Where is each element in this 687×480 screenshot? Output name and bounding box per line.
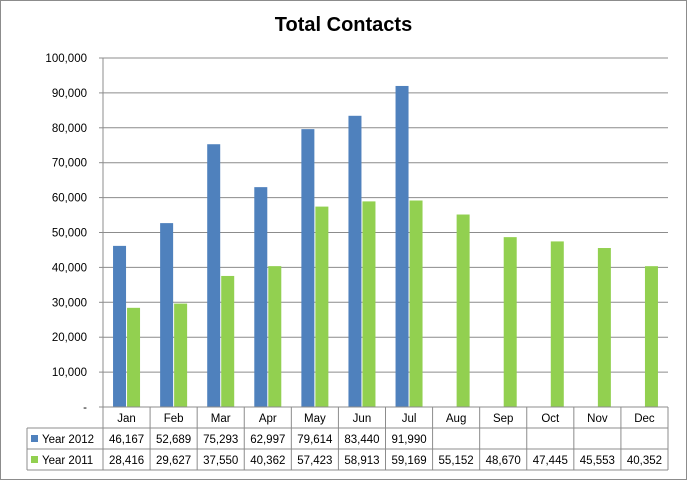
bar-year-2011 (315, 206, 329, 407)
x-tick-label: Nov (587, 413, 608, 425)
x-tick-label: Feb (164, 413, 184, 425)
y-tick-label: 90,000 (52, 88, 87, 100)
data-label: 59,169 (391, 455, 426, 467)
bar-year-2011 (362, 201, 376, 407)
y-tick-label: 30,000 (52, 297, 87, 309)
data-label: 57,423 (297, 455, 332, 467)
data-label: 40,352 (627, 455, 662, 467)
bar-year-2012 (113, 245, 127, 407)
data-label: 79,614 (297, 434, 333, 446)
y-tick-label: 60,000 (52, 193, 87, 205)
bar-year-2012 (254, 187, 268, 407)
x-tick-label: Jun (353, 413, 372, 425)
x-tick-label: Aug (446, 413, 466, 425)
bar-year-2012 (160, 223, 174, 407)
x-tick-label: Dec (634, 413, 655, 425)
x-tick-label: Jul (402, 413, 417, 425)
bar-year-2011 (550, 241, 564, 407)
data-label: 62,997 (250, 434, 285, 446)
bar-year-2011 (221, 275, 235, 407)
data-label: 37,550 (203, 455, 238, 467)
bar-year-2011 (268, 266, 282, 407)
bar-year-2011 (503, 237, 517, 407)
data-label: 48,670 (486, 455, 521, 467)
data-label: 52,689 (156, 434, 191, 446)
data-label: 58,913 (344, 455, 379, 467)
x-tick-label: Apr (259, 413, 277, 425)
data-label: 28,416 (109, 455, 144, 467)
y-tick-label: 50,000 (52, 228, 87, 240)
data-label: 46,167 (109, 434, 144, 446)
data-label: 47,445 (533, 455, 568, 467)
data-label: 40,362 (250, 455, 285, 467)
x-tick-label: Oct (541, 413, 560, 425)
bar-year-2011 (127, 307, 141, 407)
bar-year-2012 (395, 85, 409, 408)
bar-year-2012 (348, 115, 362, 407)
bar-year-2011 (409, 200, 423, 407)
bar-year-2011 (644, 266, 658, 407)
legend-swatch (31, 456, 38, 463)
data-label: 55,152 (439, 455, 474, 467)
legend-label: Year 2012 (42, 434, 94, 446)
y-tick-label: 20,000 (52, 332, 87, 344)
data-label: 91,990 (391, 434, 426, 446)
x-tick-label: Sep (493, 413, 513, 425)
data-label: 83,440 (344, 434, 379, 446)
data-label: 45,553 (580, 455, 615, 467)
bar-year-2012 (301, 129, 315, 407)
y-tick-label: 40,000 (52, 262, 87, 274)
bar-year-2012 (207, 144, 221, 408)
legend-swatch (31, 435, 38, 442)
bar-year-2011 (597, 248, 611, 407)
data-label: 29,627 (156, 455, 191, 467)
x-tick-label: May (304, 413, 326, 425)
bar-year-2011 (174, 303, 188, 407)
bar-year-2011 (456, 214, 470, 407)
x-tick-label: Mar (211, 413, 231, 425)
y-tick-label: 70,000 (52, 158, 87, 170)
legend-label: Year 2011 (42, 455, 93, 467)
y-tick-label: 80,000 (52, 123, 87, 135)
x-tick-label: Jan (117, 413, 136, 425)
data-label: 75,293 (203, 434, 238, 446)
y-tick-label: - (83, 402, 87, 414)
y-tick-label: 100,000 (45, 53, 87, 65)
chart-title: Total Contacts (274, 14, 413, 36)
y-tick-label: 10,000 (52, 367, 87, 379)
